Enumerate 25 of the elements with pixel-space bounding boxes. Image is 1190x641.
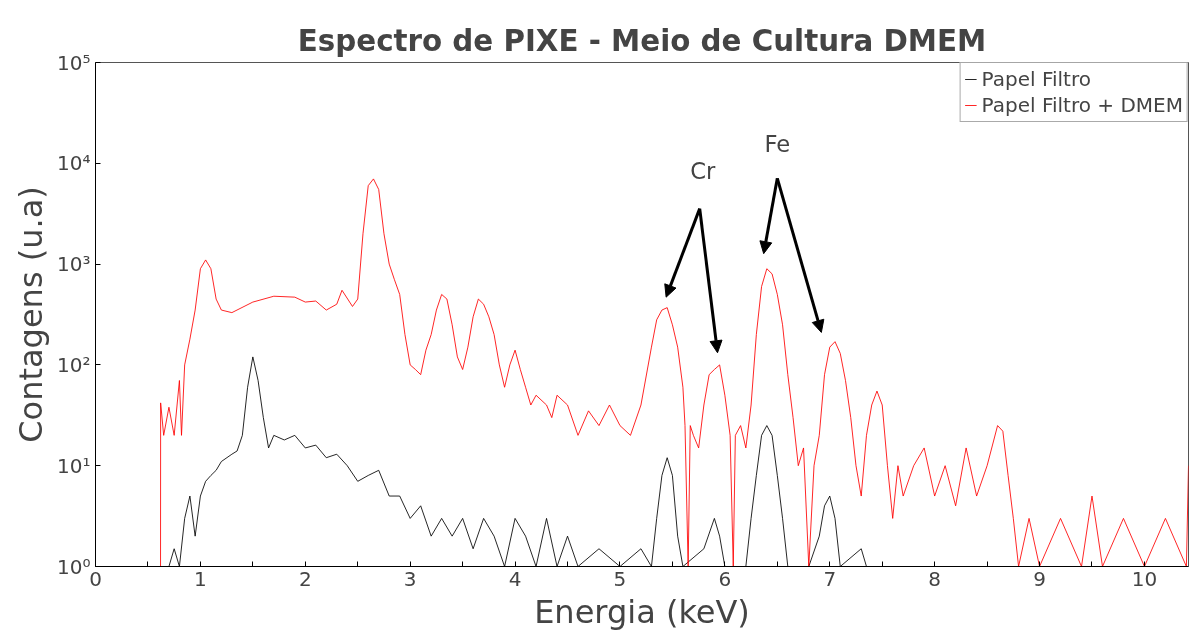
x-tick-label: 6	[718, 566, 732, 591]
x-tick-label: 10	[1131, 566, 1158, 591]
x-tick-label: 4	[508, 566, 522, 591]
chart-title: Espectro de PIXE - Meio de Cultura DMEM	[297, 23, 987, 58]
annotation: Fe	[764, 131, 791, 158]
legend-label: Papel Filtro	[981, 67, 1091, 91]
x-tick-label: 5	[613, 566, 627, 591]
y-tick-label: 10²	[57, 352, 91, 377]
y-tick-label: 10³	[57, 252, 91, 277]
x-tick-label: 1	[194, 566, 207, 591]
y-tick-label: 10⁵	[57, 50, 91, 75]
y-tick-label: 10⁰	[57, 554, 91, 579]
y-axis-title: Contagens (u.a)	[12, 186, 51, 443]
line-series	[160, 178, 1189, 567]
x-tick-label: 3	[403, 566, 417, 591]
x-tick-label: 2	[298, 566, 312, 591]
y-tick-label: 10⁴	[57, 151, 91, 176]
legend-label: Papel Filtro + DMEM	[981, 93, 1183, 117]
x-axis-title: Energia (keV)	[534, 592, 750, 631]
y-tick-label: 10¹	[57, 453, 91, 478]
x-tick-label: 8	[928, 566, 942, 591]
x-tick-label: 9	[1033, 566, 1046, 591]
x-tick-label: 0	[89, 566, 102, 591]
annotation: Cr	[690, 157, 717, 184]
x-tick-label: 7	[823, 566, 837, 591]
